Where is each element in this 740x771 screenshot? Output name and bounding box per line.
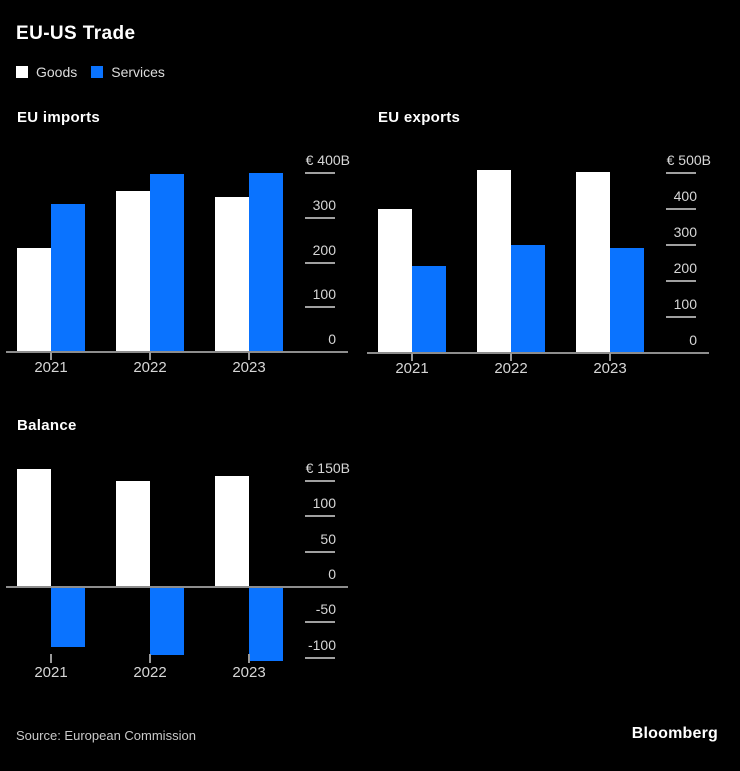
y-axis-label: 100 (673, 296, 697, 312)
x-axis-label: 2022 (133, 359, 167, 376)
y-axis-tick (666, 280, 696, 282)
bar-goods-2022 (116, 191, 150, 352)
y-axis-tick (305, 172, 335, 174)
y-axis-tick (305, 480, 335, 482)
y-axis-label: 50 (320, 530, 336, 547)
x-axis-tick (248, 654, 250, 664)
x-axis-label: 2023 (232, 359, 266, 376)
plot-area-balance: € 150B 100 50 0 -50 -100 2021 2022 2023 (6, 413, 350, 713)
plot-area-eu-imports: € 400B 300 200 100 0 2021 2022 2023 (6, 105, 350, 405)
x-axis-tick (411, 353, 413, 361)
bar-services-2021 (51, 587, 85, 647)
bar-goods-2021 (17, 469, 51, 587)
services-swatch-icon (91, 66, 104, 78)
bar-services-2021 (412, 266, 446, 353)
x-axis-label: 2021 (34, 664, 68, 682)
bar-goods-2022 (477, 170, 511, 353)
bar-services-2021 (51, 204, 85, 352)
x-axis-label: 2021 (395, 360, 429, 377)
y-axis-label: € 500B (666, 152, 711, 168)
goods-swatch-icon (16, 66, 28, 78)
x-axis-label: 2023 (232, 664, 266, 682)
y-axis-label: € 150B (305, 460, 350, 476)
legend-item-goods: Goods (16, 64, 77, 80)
bloomberg-logo: Bloomberg (631, 725, 718, 742)
y-axis-label: 0 (689, 332, 697, 348)
y-axis-label: 0 (328, 566, 336, 582)
y-axis-tick (666, 172, 696, 174)
y-axis-tick (666, 316, 696, 318)
y-axis-tick (666, 244, 696, 246)
bar-services-2023 (610, 248, 644, 353)
y-axis-label: 300 (312, 196, 336, 213)
y-axis-tick (305, 261, 335, 264)
bar-goods-2021 (17, 248, 51, 352)
bar-goods-2023 (576, 172, 610, 353)
y-axis-label: 200 (312, 241, 336, 258)
y-axis-label: 100 (312, 286, 336, 303)
x-axis-tick (510, 353, 512, 361)
bar-goods-2023 (215, 476, 249, 587)
legend: Goods Services (16, 64, 165, 80)
chart-eu-imports: EU imports € 400B 300 200 100 0 2021 2022 2023 (6, 105, 350, 405)
baseline (6, 586, 348, 588)
chart-title-balance: Balance (17, 417, 77, 434)
bar-services-2023 (249, 173, 283, 352)
y-axis-tick (305, 216, 335, 219)
y-axis-tick (305, 306, 335, 309)
chart-eu-exports: EU exports € 500B 400 300 200 100 0 2021 2022 20… (367, 105, 711, 405)
legend-label-goods: Goods (36, 64, 78, 80)
legend-item-services: Services (91, 64, 165, 80)
y-axis-label: -100 (307, 636, 336, 653)
y-axis-label: 100 (312, 495, 336, 512)
bar-services-2022 (511, 245, 545, 353)
y-axis-tick (305, 656, 335, 659)
x-axis-label: 2021 (34, 359, 68, 376)
x-axis-tick (609, 353, 611, 361)
x-axis-label: 2023 (593, 360, 627, 377)
legend-label-services: Services (111, 64, 165, 80)
y-axis-tick (666, 208, 696, 210)
chart-title-eu-exports: EU exports (378, 109, 461, 126)
x-axis-tick (50, 352, 52, 360)
y-axis-label: 0 (328, 331, 336, 347)
bar-goods-2022 (116, 481, 150, 587)
bar-services-2022 (150, 174, 184, 352)
y-axis-tick (305, 621, 335, 624)
x-axis-tick (50, 654, 52, 664)
x-axis-label: 2022 (133, 664, 167, 682)
x-axis-tick (149, 352, 151, 360)
bar-services-2022 (150, 587, 184, 655)
figure-title: EU-US Trade (16, 23, 136, 44)
plot-area-eu-exports: € 500B 400 300 200 100 0 2021 2022 2023 (367, 105, 711, 405)
chart-balance: Balance € 150B 100 50 0 -50 -100 2021 2022 2023 (6, 413, 350, 713)
y-axis-tick (305, 550, 335, 553)
y-axis-label: -50 (315, 601, 336, 618)
x-axis-tick (149, 654, 151, 664)
bar-goods-2023 (215, 197, 249, 352)
y-axis-label: € 400B (305, 152, 350, 168)
y-axis-label: 300 (673, 224, 697, 240)
bar-services-2023 (249, 587, 283, 661)
source-note: Source: European Commission (16, 728, 196, 743)
baseline (367, 352, 709, 354)
x-axis-label: 2022 (494, 360, 528, 377)
baseline (6, 351, 348, 353)
chart-title-eu-imports: EU imports (17, 109, 101, 126)
y-axis-label: 400 (673, 188, 697, 204)
x-axis-tick (248, 352, 250, 360)
y-axis-label: 200 (673, 260, 697, 276)
y-axis-tick (305, 515, 335, 518)
bar-goods-2021 (378, 209, 412, 353)
